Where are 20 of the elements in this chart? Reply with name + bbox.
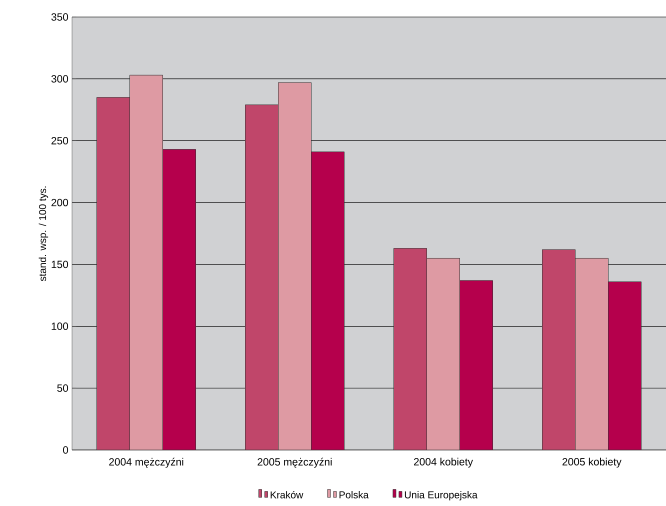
x-tick-label: 2004 mężczyźni: [109, 458, 184, 468]
bar: [426, 258, 460, 450]
bar: [575, 258, 609, 450]
x-tick-label: 2004 kobiety: [414, 458, 473, 468]
y-tick-label: 300: [51, 75, 68, 83]
y-tick-label: 200: [51, 198, 68, 206]
legend-label: Polska: [340, 491, 369, 498]
y-axis-title: stand. wsp. / 100 tys.: [38, 186, 48, 282]
y-tick-label: 50: [57, 384, 68, 392]
y-tick-label: 350: [51, 13, 68, 21]
bar: [278, 82, 312, 450]
y-tick-label: 150: [52, 260, 68, 268]
y-tick-label: 100: [52, 322, 68, 330]
x-tick-label: 2005 kobiety: [562, 458, 622, 468]
y-tick-label: 0: [63, 446, 68, 454]
bar: [130, 74, 164, 450]
y-tick-label: 250: [51, 136, 68, 144]
legend-label: Kraków: [270, 490, 304, 498]
x-tick-label: 2005 mężczyźni: [258, 458, 332, 468]
legend-label: Unia Europejska: [404, 491, 478, 500]
